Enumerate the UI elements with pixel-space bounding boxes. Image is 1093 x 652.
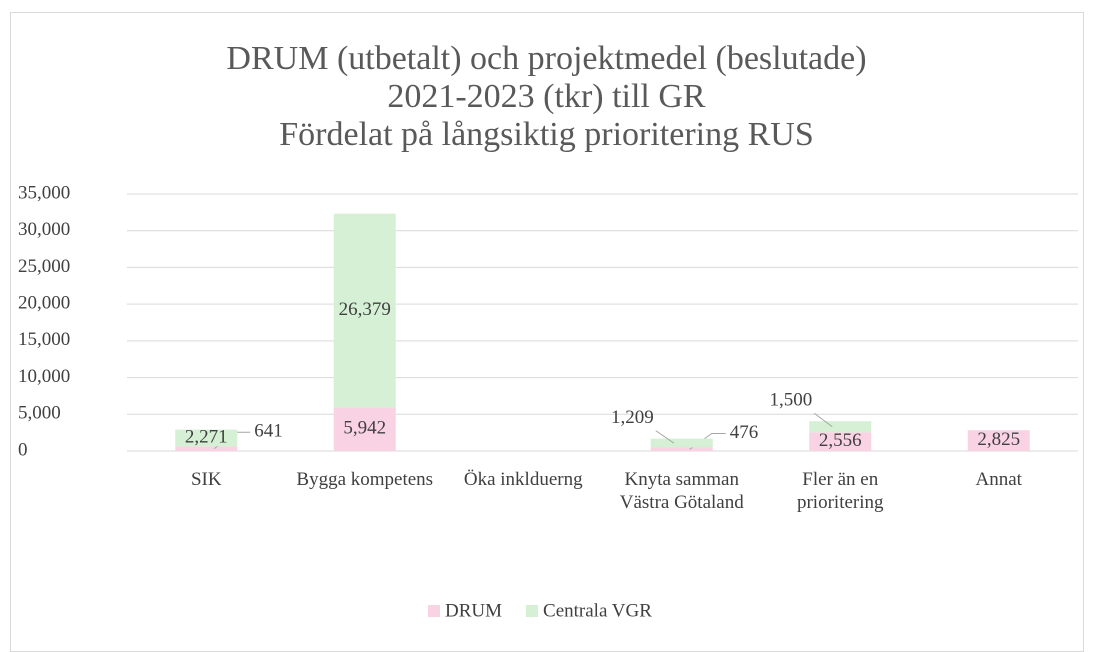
data-label: 1,209 <box>611 407 654 428</box>
legend-swatch <box>428 605 440 617</box>
data-label: 641 <box>254 421 283 442</box>
y-tick-label: 20,000 <box>18 293 70 314</box>
y-tick-label: 25,000 <box>18 256 70 277</box>
x-tick-label: Annat <box>975 469 1022 490</box>
y-tick-label: 0 <box>18 439 28 460</box>
bar-segment <box>333 407 396 451</box>
chart-title: DRUM (utbetalt) och projektmedel (beslut… <box>0 40 1093 154</box>
leader-line <box>813 412 833 428</box>
legend-label: Centrala VGR <box>543 600 652 621</box>
bar-segment <box>809 432 872 451</box>
x-tick-label: SIK <box>190 469 222 490</box>
y-tick-label: 5,000 <box>18 403 61 424</box>
y-tick-label: 35,000 <box>18 182 70 203</box>
leader-line <box>655 430 675 444</box>
y-tick-label: 10,000 <box>18 366 70 387</box>
data-label: 26,379 <box>339 299 391 320</box>
bar-segment <box>175 429 238 447</box>
x-tick-label: Fler än en prioritering <box>796 469 884 513</box>
data-label: 2,556 <box>819 430 862 451</box>
x-tick-label: Knyta samman Västra Götaland <box>619 469 744 513</box>
data-label: 2,825 <box>977 429 1020 450</box>
title-line: DRUM (utbetalt) och projektmedel (beslut… <box>226 40 867 77</box>
y-tick-label: 30,000 <box>18 219 70 240</box>
bar-segment <box>650 447 713 451</box>
bar-segment <box>333 213 396 408</box>
data-label: 1,500 <box>770 390 813 411</box>
data-label: 476 <box>730 422 759 443</box>
x-tick-label: Bygga kompetens <box>296 469 434 490</box>
y-tick-label: 15,000 <box>18 329 70 350</box>
legend-label: DRUM <box>445 600 502 621</box>
bar-segment <box>967 430 1030 451</box>
data-label: 5,942 <box>343 418 386 439</box>
legend-swatch <box>526 605 539 617</box>
bar-segment <box>650 438 713 448</box>
data-label: 2,271 <box>185 426 228 447</box>
bar-segment <box>175 446 238 451</box>
title-line: Fördelat på långsiktig prioritering RUS <box>279 116 814 153</box>
bar-segment <box>809 421 872 433</box>
x-tick-label: Öka inklduerng <box>463 469 583 490</box>
title-line: 2021-2023 (tkr) till GR <box>387 78 706 115</box>
